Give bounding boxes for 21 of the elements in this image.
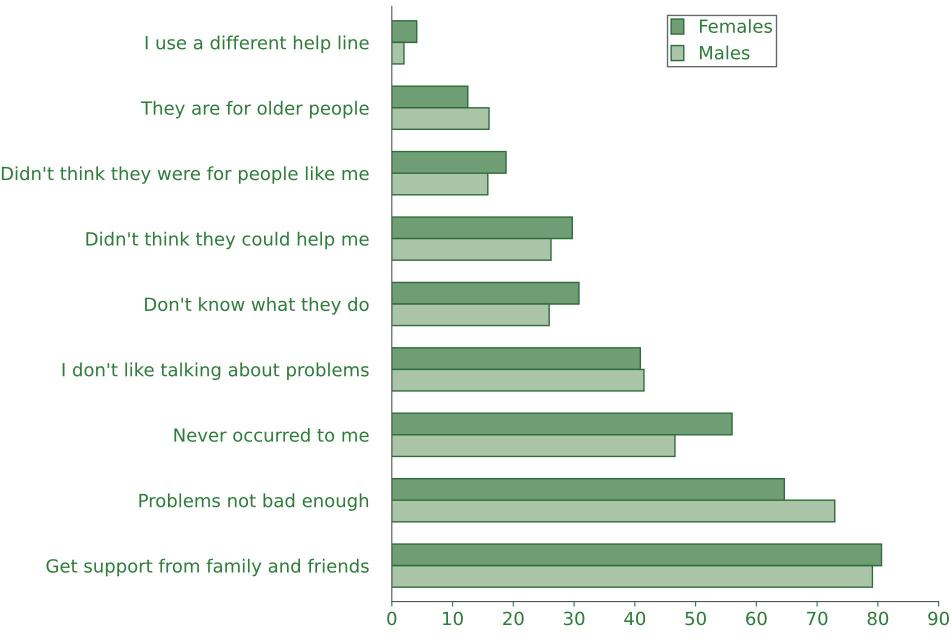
- y-tick-label: Get support from family and friends: [46, 558, 369, 576]
- x-tick-label: 60: [746, 612, 767, 626]
- y-tick-label: Didn't think they were for people like me: [2, 166, 369, 184]
- x-tick-label: 10: [443, 612, 463, 626]
- x-tick-label: 30: [564, 612, 584, 626]
- y-tick-label: They are for older people: [141, 100, 369, 118]
- x-tick-label: 70: [807, 612, 828, 626]
- x-tick-label: 20: [503, 612, 524, 626]
- y-tick-label: I don't like talking about problems: [62, 362, 369, 380]
- y-tick-label: Don't know what they do: [145, 297, 369, 315]
- x-tick-label: 50: [686, 612, 706, 626]
- y-tick-label: Problems not bad enough: [139, 493, 368, 511]
- x-tick-label: 80: [868, 612, 888, 626]
- x-tick-label: 0: [387, 612, 396, 626]
- legend-label: Males: [700, 46, 750, 60]
- x-tick-label: 40: [624, 612, 646, 626]
- y-tick-label: I use a different help line: [146, 36, 369, 53]
- y-tick-label: Didn't think they could help me: [86, 232, 369, 250]
- y-tick-label: Never occurred to me: [174, 428, 369, 442]
- x-tick-label: 90: [928, 612, 949, 626]
- legend-label: Females: [700, 19, 772, 34]
